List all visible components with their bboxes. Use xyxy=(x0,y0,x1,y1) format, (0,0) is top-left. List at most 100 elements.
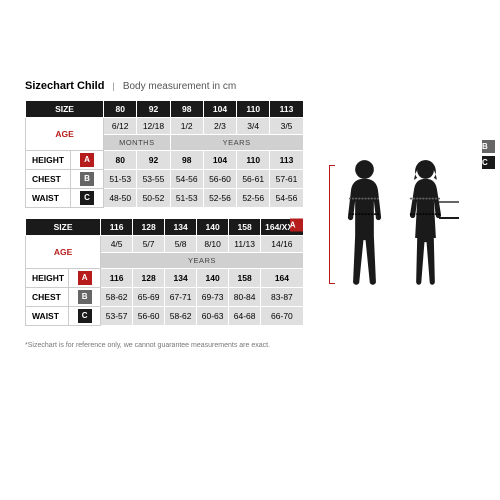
title-separator: | xyxy=(112,81,114,91)
data-cell: 54-56 xyxy=(170,170,203,189)
data-cell: 4/5 xyxy=(101,236,133,253)
data-cell: 14/16 xyxy=(261,236,304,253)
footnote: *Sizechart is for reference only, we can… xyxy=(25,342,304,349)
data-cell: 128 xyxy=(133,219,165,236)
data-cell: 3/5 xyxy=(270,118,303,135)
data-cell: 158 xyxy=(229,269,261,288)
data-cell: 69-73 xyxy=(197,288,229,307)
data-cell: 12/18 xyxy=(137,118,170,135)
badge-b-icon: B xyxy=(78,290,92,304)
badge-c-icon: C xyxy=(80,191,94,205)
data-cell: 140 xyxy=(197,219,229,236)
chest-label: CHEST xyxy=(26,170,71,189)
data-cell: 98 xyxy=(170,151,203,170)
data-cell: 56-60 xyxy=(203,170,236,189)
data-cell: 1/2 xyxy=(170,118,203,135)
table-row: WAIST C 53-57 56-60 58-62 60-63 64-68 66… xyxy=(26,307,304,326)
data-cell: 48-50 xyxy=(104,189,137,208)
child-silhouette-girl-icon xyxy=(398,157,453,292)
badge-a-cell: A xyxy=(69,269,101,288)
table-row: AGE 4/5 5/7 5/8 8/10 11/13 14/16 xyxy=(26,236,304,253)
data-cell: 53-57 xyxy=(101,307,133,326)
badge-a-icon: A xyxy=(78,271,92,285)
months-span: MONTHS xyxy=(104,135,171,151)
data-cell: 58-62 xyxy=(165,307,197,326)
data-cell: 8/10 xyxy=(197,236,229,253)
data-cell: 110 xyxy=(237,101,270,118)
child-silhouette-boy-icon xyxy=(337,157,392,292)
badge-a-icon: A xyxy=(290,218,303,231)
data-cell: 5/7 xyxy=(133,236,165,253)
data-cell: 164 xyxy=(261,269,304,288)
badge-c-cell: C xyxy=(69,307,101,326)
measure-c: C xyxy=(482,156,495,169)
badge-b-icon: B xyxy=(80,172,94,186)
data-cell: 104 xyxy=(203,101,236,118)
data-cell: 51-53 xyxy=(170,189,203,208)
age-label: AGE xyxy=(26,118,104,151)
table-row: CHEST B 51-53 53-55 54-56 56-60 56-61 57… xyxy=(26,170,304,189)
data-cell: 5/8 xyxy=(165,236,197,253)
data-cell: 3/4 xyxy=(237,118,270,135)
indicator-line-b xyxy=(439,201,459,203)
height-label: HEIGHT xyxy=(26,269,69,288)
data-cell: 6/12 xyxy=(104,118,137,135)
figures-wrap xyxy=(337,157,453,292)
badge-a-cell: A xyxy=(70,151,103,170)
data-cell: 50-52 xyxy=(137,189,170,208)
table-row: HEIGHT A 116 128 134 140 158 164 xyxy=(26,269,304,288)
badge-a-icon: A xyxy=(80,153,94,167)
data-cell: 140 xyxy=(197,269,229,288)
data-cell: 53-55 xyxy=(137,170,170,189)
data-cell: 92 xyxy=(137,101,170,118)
data-cell: 58-62 xyxy=(101,288,133,307)
data-cell: 56-61 xyxy=(237,170,270,189)
table-row: HEIGHT A 80 92 98 104 110 113 xyxy=(26,151,304,170)
chest-label: CHEST xyxy=(26,288,69,307)
data-cell: 51-53 xyxy=(104,170,137,189)
data-cell: 80 xyxy=(104,151,137,170)
data-cell: 128 xyxy=(133,269,165,288)
badge-c-icon: C xyxy=(482,156,495,169)
badge-c-cell: C xyxy=(70,189,103,208)
size-table-2: SIZE 116 128 134 140 158 164/XXS AGE 4/5… xyxy=(25,218,304,326)
data-cell: 52-56 xyxy=(203,189,236,208)
waist-label: WAIST xyxy=(26,189,71,208)
main-area: SIZE 80 92 98 104 110 113 AGE 6/12 12/18… xyxy=(25,100,475,349)
badge-b-icon: B xyxy=(482,140,495,153)
figures-panel: A B C xyxy=(316,100,475,349)
data-cell: 134 xyxy=(165,219,197,236)
data-cell: 54-56 xyxy=(270,189,303,208)
size-table-1: SIZE 80 92 98 104 110 113 AGE 6/12 12/18… xyxy=(25,100,304,208)
data-cell: 98 xyxy=(170,101,203,118)
height-label: HEIGHT xyxy=(26,151,71,170)
data-cell: 2/3 xyxy=(203,118,236,135)
age-label: AGE xyxy=(26,236,101,269)
data-cell: 92 xyxy=(137,151,170,170)
measure-a: A xyxy=(290,218,303,231)
size-header: SIZE xyxy=(26,101,104,118)
badge-c-icon: C xyxy=(78,309,92,323)
tables-column: SIZE 80 92 98 104 110 113 AGE 6/12 12/18… xyxy=(25,100,304,349)
data-cell: 83-87 xyxy=(261,288,304,307)
data-cell: 56-60 xyxy=(133,307,165,326)
bracket-a xyxy=(329,165,335,284)
title-subtitle: Body measurement in cm xyxy=(123,81,236,92)
data-cell: 66-70 xyxy=(261,307,304,326)
badge-b-cell: B xyxy=(69,288,101,307)
badge-b-cell: B xyxy=(70,170,103,189)
data-cell: 67-71 xyxy=(165,288,197,307)
data-cell: 116 xyxy=(101,269,133,288)
data-cell: 11/13 xyxy=(229,236,261,253)
years-span: YEARS xyxy=(101,253,304,269)
measure-b: B xyxy=(482,140,495,153)
data-cell: 52-56 xyxy=(237,189,270,208)
data-cell: 104 xyxy=(203,151,236,170)
data-cell: 158 xyxy=(229,219,261,236)
data-cell: 80 xyxy=(104,101,137,118)
years-span: YEARS xyxy=(170,135,303,151)
data-cell: 134 xyxy=(165,269,197,288)
data-cell: 64-68 xyxy=(229,307,261,326)
size-header: SIZE xyxy=(26,219,101,236)
data-cell: 116 xyxy=(101,219,133,236)
